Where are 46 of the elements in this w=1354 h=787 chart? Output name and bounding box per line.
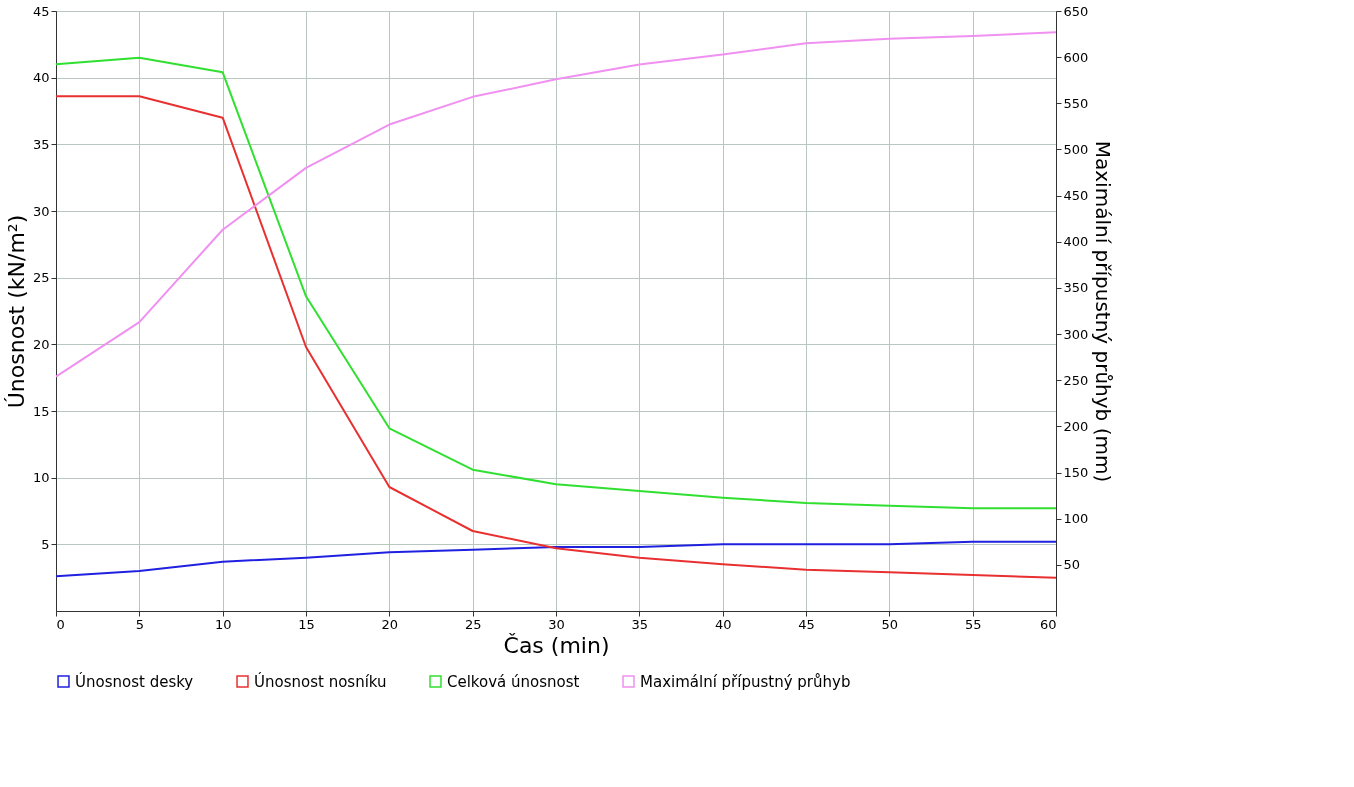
y2-tick-label: 300	[1063, 326, 1089, 342]
x-tick-label: 35	[631, 616, 649, 632]
y2-axis-title: Maximální přípustný průhyb (mm)	[1091, 140, 1116, 483]
x-tick-label: 45	[798, 616, 815, 632]
line-series	[55, 56, 1057, 510]
x-tick-label: 25	[464, 616, 482, 632]
y-tick-label: 40	[32, 70, 50, 86]
x-tick-label: 0	[56, 616, 65, 632]
y2-tick-label: 350	[1063, 280, 1089, 296]
x-axis-title: Čas (min)	[503, 632, 610, 658]
y-tick-label: 30	[32, 203, 50, 219]
x-tick-label: 55	[964, 616, 982, 632]
y2-tick-label: 550	[1063, 95, 1089, 111]
legend-label: Únosnost nosníku	[254, 671, 387, 691]
x-tick-label: 50	[881, 616, 899, 632]
y-tick-label: 15	[32, 403, 50, 419]
x-tick-label: 60	[1039, 616, 1057, 632]
y2-tick-label: 150	[1063, 465, 1089, 481]
legend-label: Maximální přípustný průhyb	[640, 672, 851, 691]
y2-tick-label: 400	[1063, 234, 1089, 250]
x-tick-label: 10	[214, 616, 232, 632]
line-series	[55, 540, 1057, 578]
y-tick-label: 25	[32, 270, 50, 286]
x-tick-label: 40	[714, 616, 732, 632]
y-tick-label: 35	[32, 136, 50, 152]
y2-tick-label: 100	[1063, 511, 1089, 527]
y2-tick-label: 450	[1063, 188, 1089, 204]
y2-tick-label: 600	[1063, 49, 1089, 65]
y2-tick-label: 250	[1063, 372, 1089, 388]
y-tick-label: 45	[32, 3, 50, 19]
x-tick-label: 15	[298, 616, 315, 632]
legend-label: Celková únosnost	[447, 672, 580, 691]
y2-tick-label: 650	[1063, 3, 1089, 19]
x-tick-label: 30	[548, 616, 565, 632]
y2-tick-label: 200	[1063, 418, 1089, 434]
line-series	[55, 95, 1057, 579]
y2-tick-label: 500	[1063, 141, 1089, 157]
legend-label: Únosnost desky	[75, 671, 194, 691]
y-tick-label: 10	[32, 470, 50, 486]
x-tick-label: 20	[381, 616, 399, 632]
y-tick-label: 5	[41, 536, 50, 552]
y-tick-label: 20	[32, 336, 50, 352]
x-tick-label: 5	[135, 616, 144, 632]
y-axis-title: Únosnost (kN/m²)	[3, 214, 29, 409]
line-series	[55, 31, 1057, 378]
y2-tick-label: 50	[1063, 557, 1081, 573]
